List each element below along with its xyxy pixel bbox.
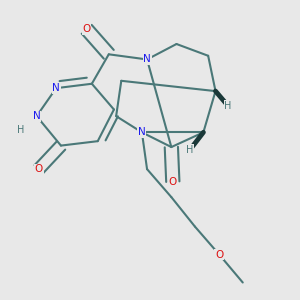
Text: H: H [224, 101, 232, 111]
Text: N: N [52, 83, 60, 93]
Text: N: N [138, 127, 146, 137]
Text: O: O [169, 177, 177, 187]
Text: N: N [143, 55, 151, 64]
Text: O: O [82, 24, 91, 34]
Text: H: H [17, 125, 24, 135]
Text: O: O [35, 164, 43, 174]
Text: O: O [215, 250, 223, 260]
Text: H: H [186, 145, 194, 155]
Text: N: N [33, 111, 41, 121]
